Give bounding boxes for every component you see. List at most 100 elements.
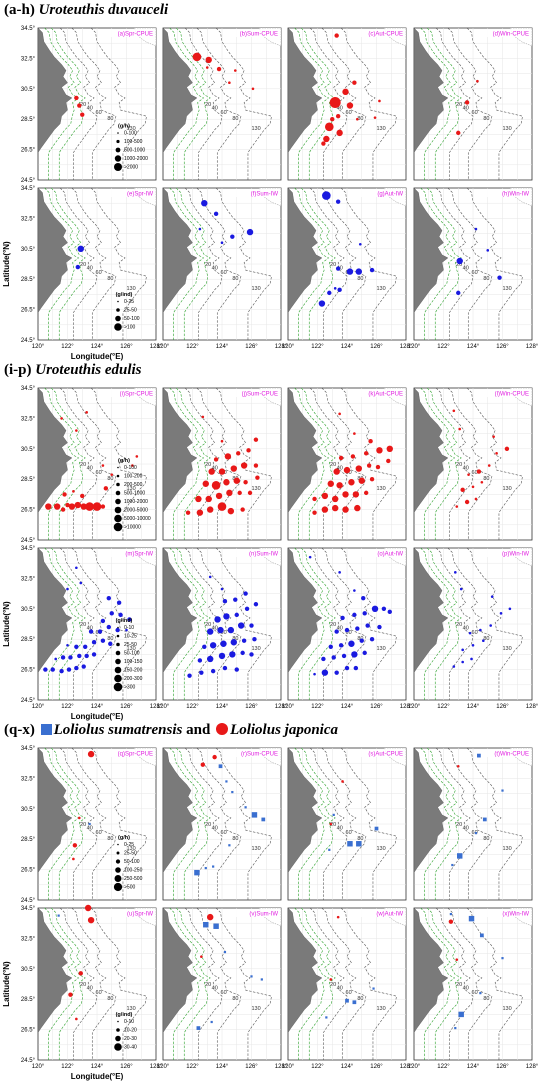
data-point bbox=[508, 607, 512, 611]
section-prefix: (a-h) bbox=[4, 2, 39, 18]
data-point bbox=[381, 606, 387, 611]
panel-tag: (d)Win-CPUE bbox=[493, 32, 529, 38]
isobath-line bbox=[169, 747, 205, 900]
panel-tag-bg bbox=[235, 29, 279, 37]
land-area bbox=[413, 387, 449, 540]
isobath-line bbox=[427, 907, 462, 1060]
data-point bbox=[333, 287, 337, 290]
data-point bbox=[356, 117, 359, 121]
isobath-line bbox=[427, 387, 462, 540]
section-prefix: (i-p) bbox=[4, 362, 36, 378]
panel-tag-bg bbox=[110, 549, 154, 557]
isobath-line bbox=[340, 907, 397, 1060]
x-tick-label: 120° bbox=[408, 1064, 421, 1070]
isobath-label: 80 bbox=[232, 276, 238, 282]
data-point bbox=[499, 612, 503, 615]
data-point bbox=[68, 503, 76, 510]
panel-tag: (q)Spr-CPUE bbox=[118, 752, 153, 758]
x-tick-label: 128° bbox=[150, 344, 163, 350]
legend-swatch bbox=[114, 674, 122, 683]
data-point bbox=[460, 487, 465, 493]
isobath-label: 130 bbox=[252, 126, 261, 132]
data-point bbox=[504, 446, 510, 451]
data-point bbox=[230, 465, 237, 472]
isobath-label: 20 bbox=[80, 262, 86, 268]
data-point bbox=[196, 509, 204, 516]
x-tick-label: 122° bbox=[186, 704, 199, 710]
data-point bbox=[100, 504, 106, 509]
y-tick-label: 28.5° bbox=[21, 637, 36, 643]
data-point bbox=[378, 99, 381, 103]
data-point bbox=[334, 629, 339, 634]
x-tick-label: 122° bbox=[437, 1064, 450, 1070]
panel-tag-bg bbox=[486, 749, 530, 757]
data-point bbox=[458, 427, 462, 431]
data-point bbox=[197, 658, 203, 663]
x-tick-label: 126° bbox=[370, 344, 383, 350]
isobath-line bbox=[184, 187, 223, 340]
isobath-line bbox=[447, 747, 493, 900]
isobath-label: 40 bbox=[212, 105, 218, 111]
data-point bbox=[456, 257, 463, 265]
legend-entry: 200-300 bbox=[124, 676, 143, 682]
isobath-label: 60 bbox=[96, 270, 102, 276]
data-point bbox=[363, 451, 369, 456]
x-tick-label: 128° bbox=[275, 1064, 288, 1070]
legend-entry: 1000-2000 bbox=[124, 156, 148, 162]
data-point bbox=[68, 655, 73, 660]
data-point bbox=[50, 667, 55, 672]
data-point bbox=[80, 112, 85, 117]
isobath-line bbox=[435, 547, 474, 700]
data-point bbox=[116, 600, 122, 605]
x-tick-label: 128° bbox=[526, 704, 539, 710]
isobath-label: 130 bbox=[252, 486, 261, 492]
panel-tag: (k)Aut-CPUE bbox=[368, 392, 403, 398]
isobath-label: 80 bbox=[357, 276, 363, 282]
section-title-a-h: (a-h) Uroteuthis duvauceli bbox=[4, 2, 168, 19]
isobath-line bbox=[435, 27, 474, 180]
y-tick-label: 30.5° bbox=[21, 447, 36, 453]
x-tick-label: 120° bbox=[157, 344, 170, 350]
data-point bbox=[233, 477, 240, 484]
data-point bbox=[331, 655, 336, 660]
legend-entry: 0-100 bbox=[124, 465, 137, 471]
data-point bbox=[216, 66, 222, 72]
x-tick-label: 120° bbox=[157, 1064, 170, 1070]
data-point bbox=[471, 485, 475, 489]
data-point bbox=[201, 200, 208, 207]
x-tick-label: 120° bbox=[282, 344, 295, 350]
data-point bbox=[474, 227, 478, 231]
panel-tag: (p)Win-IW bbox=[502, 552, 529, 558]
legend-entry: >2000 bbox=[124, 165, 138, 171]
x-tick-label: 128° bbox=[526, 344, 539, 350]
data-point bbox=[228, 81, 231, 85]
x-tick-label: 120° bbox=[32, 704, 45, 710]
data-point bbox=[218, 468, 226, 475]
legend-swatch bbox=[115, 859, 121, 864]
data-point bbox=[233, 69, 237, 72]
x-tick-label: 128° bbox=[150, 704, 163, 710]
legend-swatch bbox=[117, 843, 119, 846]
legend-entry: >300 bbox=[124, 685, 135, 691]
data-point bbox=[77, 245, 84, 252]
isobath-line bbox=[71, 187, 117, 340]
y-tick-label: 26.5° bbox=[21, 308, 36, 314]
y-tick-label: 30.5° bbox=[21, 807, 36, 813]
isobath-label: 20 bbox=[330, 462, 336, 468]
isobath-line bbox=[51, 187, 86, 340]
panel-tag-bg bbox=[486, 549, 530, 557]
isobath-label: 20 bbox=[205, 822, 211, 828]
y-tick-label: 24.5° bbox=[21, 178, 36, 184]
isobath-line bbox=[196, 27, 242, 180]
y-tick-label: 32.5° bbox=[21, 776, 36, 782]
isobath-label: 60 bbox=[221, 270, 227, 276]
x-tick-label: 120° bbox=[157, 704, 170, 710]
isobath-line bbox=[420, 547, 456, 700]
data-point bbox=[251, 87, 255, 91]
data-point bbox=[464, 100, 470, 105]
y-tick-label: 26.5° bbox=[21, 148, 36, 154]
legend-entry: 20-30 bbox=[124, 1036, 137, 1042]
data-point bbox=[72, 490, 75, 493]
isobath-line bbox=[176, 187, 211, 340]
